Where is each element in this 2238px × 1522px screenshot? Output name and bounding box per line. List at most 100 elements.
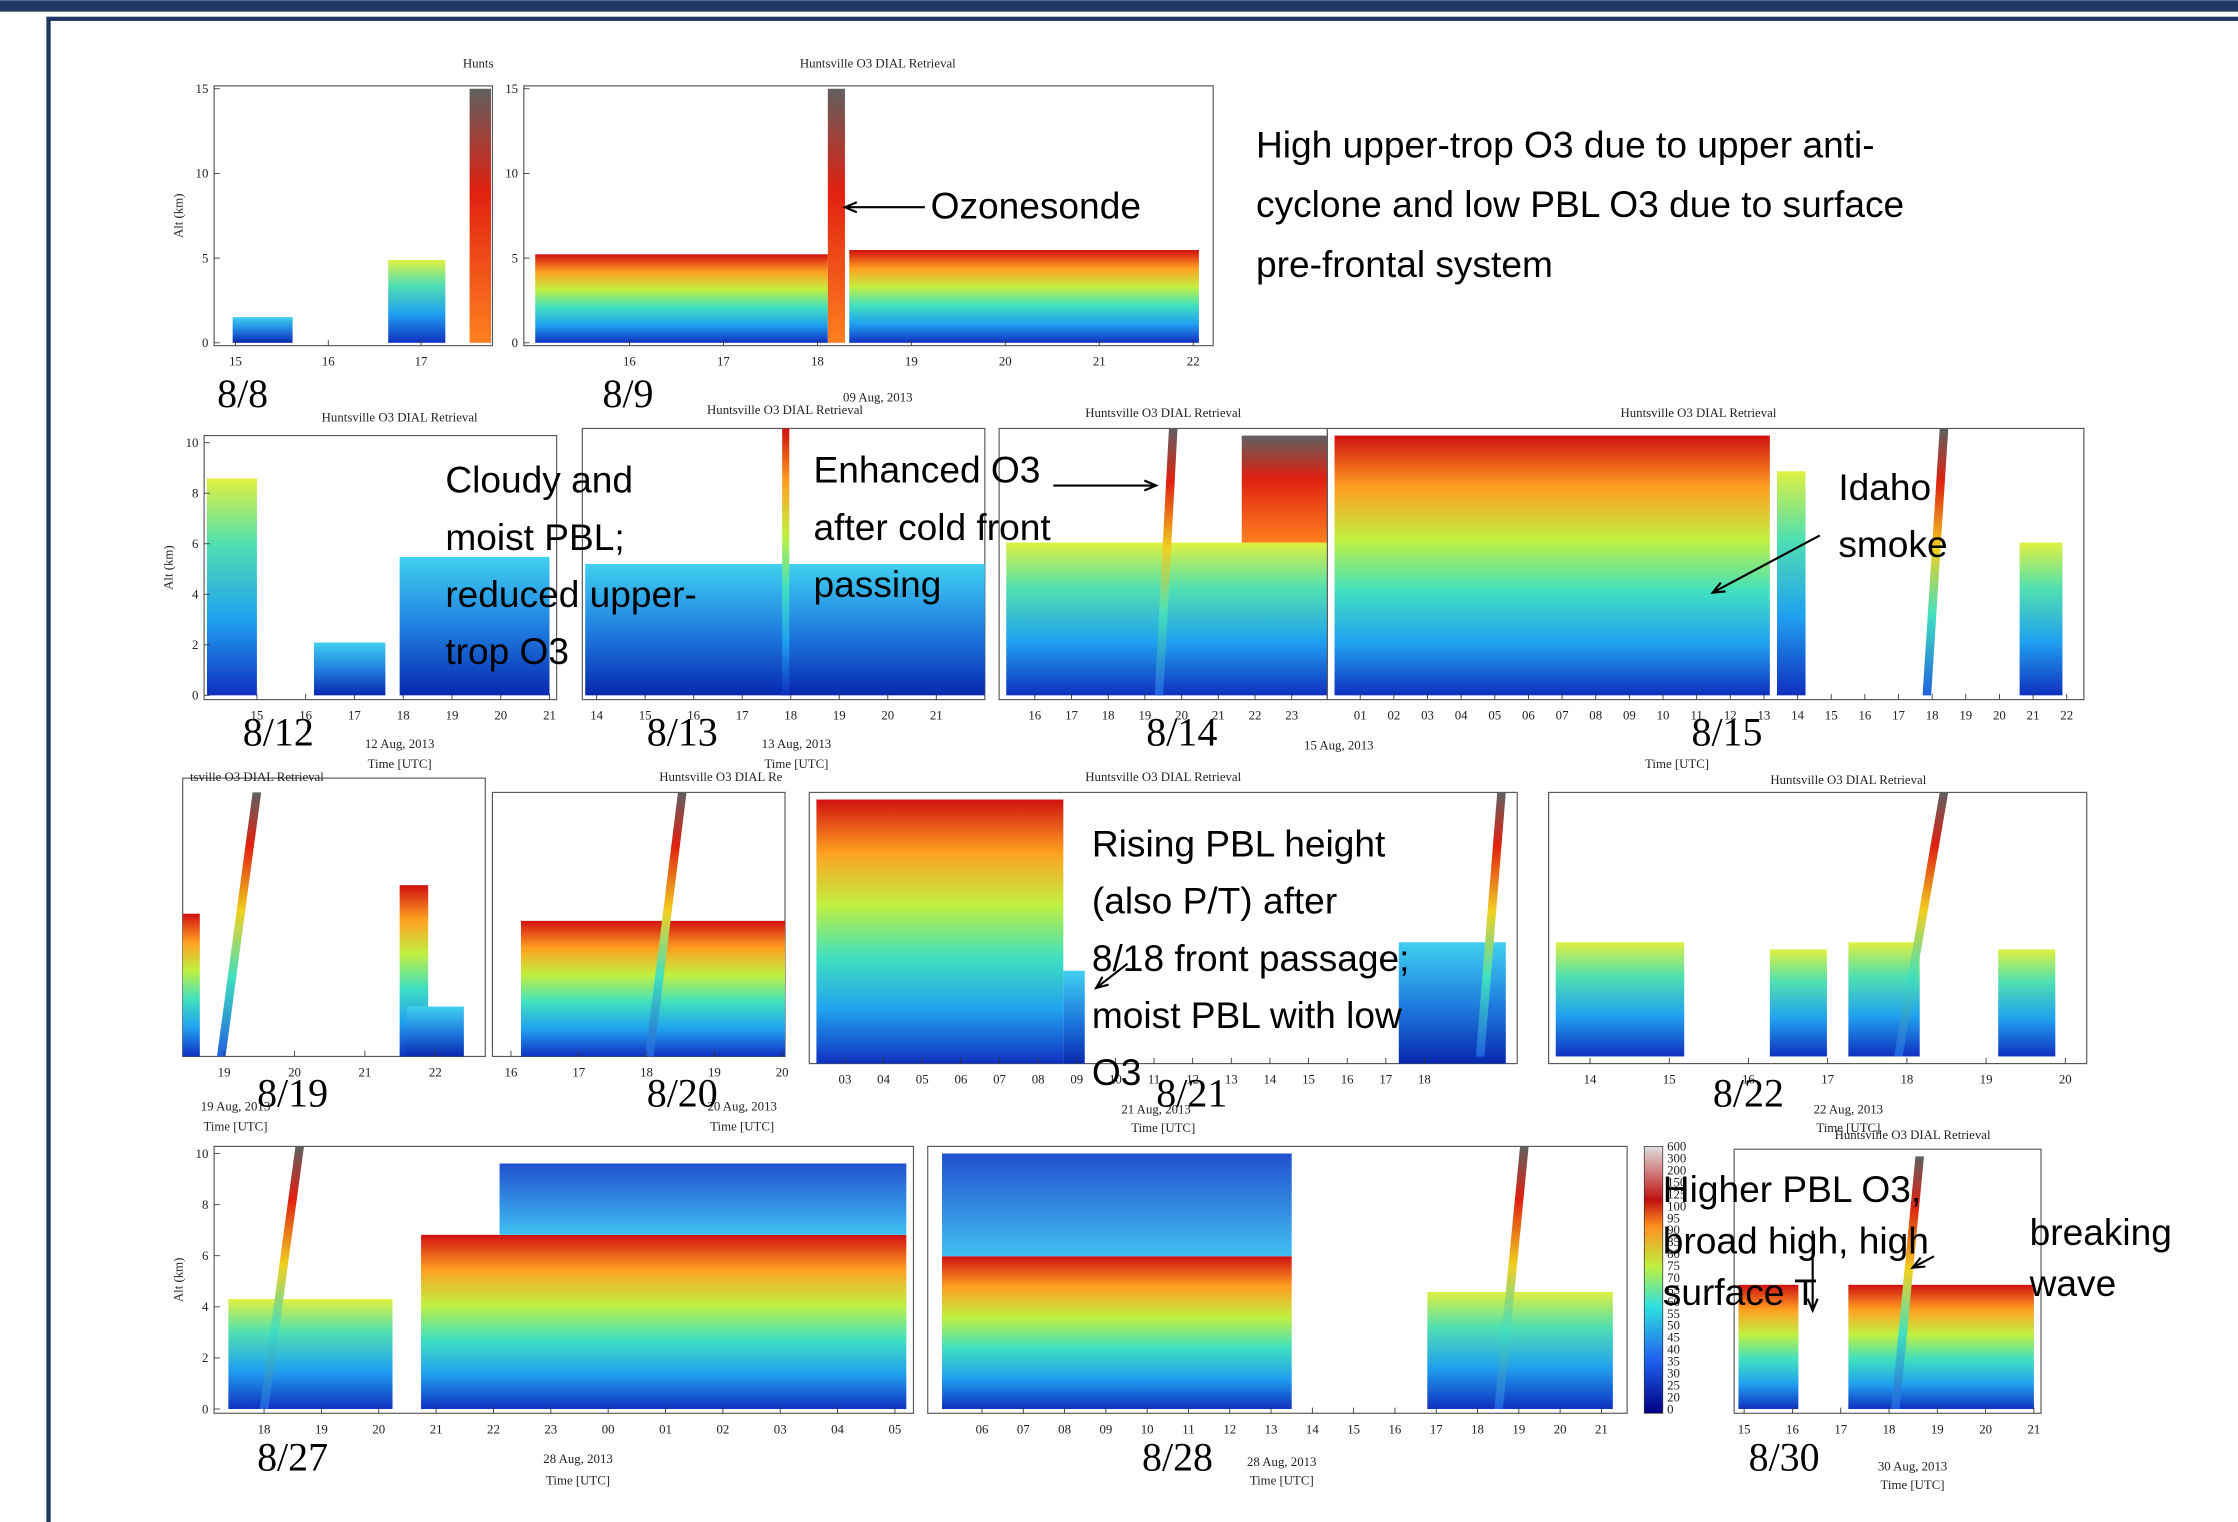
curtain (1555, 942, 1685, 1057)
x-tick-label: 21 (543, 709, 556, 723)
date-label: 8/27 (257, 1434, 328, 1479)
date-label: 8/20 (647, 1070, 718, 1115)
x-tick-label: 16 (299, 709, 312, 723)
x-tick-label: 16 (623, 355, 636, 369)
arrow-line (1095, 962, 1129, 989)
x-tick-label: 21 (930, 709, 943, 723)
plot-title: Huntsville O3 DIAL Retrieval (1621, 406, 1777, 420)
y-tick-label: 10 (196, 167, 209, 181)
plot-title: Huntsville O3 DIAL Retrieval (800, 56, 956, 70)
arrow-head (1806, 1298, 1819, 1314)
y-tick-label: 6 (202, 1249, 209, 1263)
colorbar-label: 50 (1667, 1319, 1680, 1333)
plot-title: Huntsville O3 DIAL Retrieval (1085, 406, 1241, 420)
annotation: reduced upper- (445, 573, 697, 615)
date-caption: 12 Aug, 2013 (365, 737, 435, 751)
annotation: breaking (2030, 1211, 2172, 1253)
colorbar-label: 200 (1667, 1164, 1686, 1178)
annotation: wave (2029, 1262, 2117, 1304)
arrow-head (1710, 581, 1726, 594)
x-tick-label: 19 (1959, 709, 1972, 723)
x-tick-label: 08 (1058, 1422, 1071, 1436)
plot-title: Huntsville O3 DIAL Retrieval (1770, 773, 1926, 787)
annotation: moist PBL with low (1092, 994, 1402, 1036)
x-tick-label: 07 (1556, 709, 1569, 723)
date-caption: 28 Aug, 2013 (1247, 1455, 1317, 1469)
plot-title: Huntsville O3 DIAL Re (659, 770, 782, 784)
x-tick-label: 20 (999, 355, 1012, 369)
x-tick-label: 22 (1249, 709, 1262, 723)
x-tick-label: 08 (1032, 1073, 1045, 1087)
x-tick-label: 15 (250, 709, 263, 723)
curtain (399, 556, 550, 696)
colorbar-label: 150 (1667, 1175, 1686, 1189)
x-tick-label: 09 (1070, 1073, 1083, 1087)
x-tick-label: 06 (1522, 709, 1535, 723)
x-tick-label: 02 (1387, 709, 1400, 723)
x-axis-label: Time [UTC] (1881, 1478, 1945, 1492)
x-axis-label: Time [UTC] (1816, 1121, 1880, 1135)
x-tick-label: 17 (717, 355, 730, 369)
x-tick-label: 19 (1138, 709, 1151, 723)
x-tick-label: 20 (1554, 1422, 1567, 1436)
sonde-track (1154, 428, 1178, 696)
sonde-track (1891, 1156, 1924, 1409)
sonde-track (1475, 792, 1506, 1057)
arrow-head (1910, 1257, 1926, 1269)
x-axis-label: Time [UTC] (368, 757, 432, 771)
x-tick-label: 19 (905, 355, 918, 369)
x-tick-label: 18 (1418, 1073, 1431, 1087)
plot-title: Huntsville O3 DIAL Retrieval (1835, 1128, 1991, 1142)
x-tick-label: 05 (916, 1073, 929, 1087)
x-tick-label: 18 (1883, 1422, 1896, 1436)
x-tick-label: 04 (1455, 709, 1468, 723)
x-tick-label: 19 (218, 1065, 231, 1079)
x-tick-label: 01 (1354, 709, 1367, 723)
x-tick-label: 15 (229, 355, 242, 369)
x-tick-label: 19 (1980, 1073, 1993, 1087)
x-tick-label: 16 (1341, 1073, 1354, 1087)
x-tick-label: 11 (1182, 1422, 1194, 1436)
x-tick-label: 14 (1306, 1422, 1319, 1436)
y-tick-label: 0 (512, 336, 518, 350)
x-tick-label: 23 (1285, 709, 1298, 723)
x-tick-label: 21 (1212, 709, 1225, 723)
x-tick-label: 18 (397, 709, 410, 723)
x-tick-label: 14 (1263, 1073, 1276, 1087)
x-tick-label: 17 (415, 355, 428, 369)
x-tick-label: 13 (1225, 1073, 1238, 1087)
y-tick-label: 6 (192, 537, 199, 551)
sonde-track (216, 792, 262, 1057)
date-label: 8/13 (647, 709, 718, 754)
plot-title: tsville O3 DIAL Retrieval (190, 770, 324, 784)
x-tick-label: 16 (322, 355, 335, 369)
date-label: 8/22 (1713, 1070, 1784, 1115)
curtain (942, 1256, 1292, 1409)
x-axis-label: Time [UTC] (764, 757, 828, 771)
colorbar-label: 55 (1667, 1307, 1680, 1321)
date-caption: 15 Aug, 2013 (1304, 739, 1374, 753)
annotation: Rising PBL height (1092, 823, 1386, 865)
x-tick-label: 17 (1430, 1422, 1443, 1436)
x-tick-label: 06 (976, 1422, 989, 1436)
x-tick-label: 14 (1584, 1073, 1597, 1087)
y-tick-label: 2 (192, 638, 198, 652)
y-tick-label: 15 (196, 82, 209, 96)
annotation: pre-frontal system (1256, 243, 1553, 285)
curtain (942, 1153, 1292, 1257)
x-tick-label: 12 (1223, 1422, 1236, 1436)
x-tick-label: 16 (1858, 709, 1871, 723)
date-label: 8/12 (243, 709, 314, 754)
annotation: O3 (1092, 1051, 1141, 1093)
colorbar-label: 90 (1667, 1223, 1680, 1237)
y-tick-label: 4 (202, 1300, 209, 1314)
x-tick-label: 17 (1834, 1422, 1847, 1436)
x-tick-label: 20 (288, 1065, 301, 1079)
y-tick-label: 4 (192, 588, 199, 602)
sonde-track (259, 1146, 305, 1409)
colorbar-label: 70 (1667, 1271, 1680, 1285)
x-axis-label: Time [UTC] (1131, 1121, 1195, 1135)
colorbar-label: 80 (1667, 1247, 1680, 1261)
date-label: 8/28 (1142, 1434, 1213, 1479)
